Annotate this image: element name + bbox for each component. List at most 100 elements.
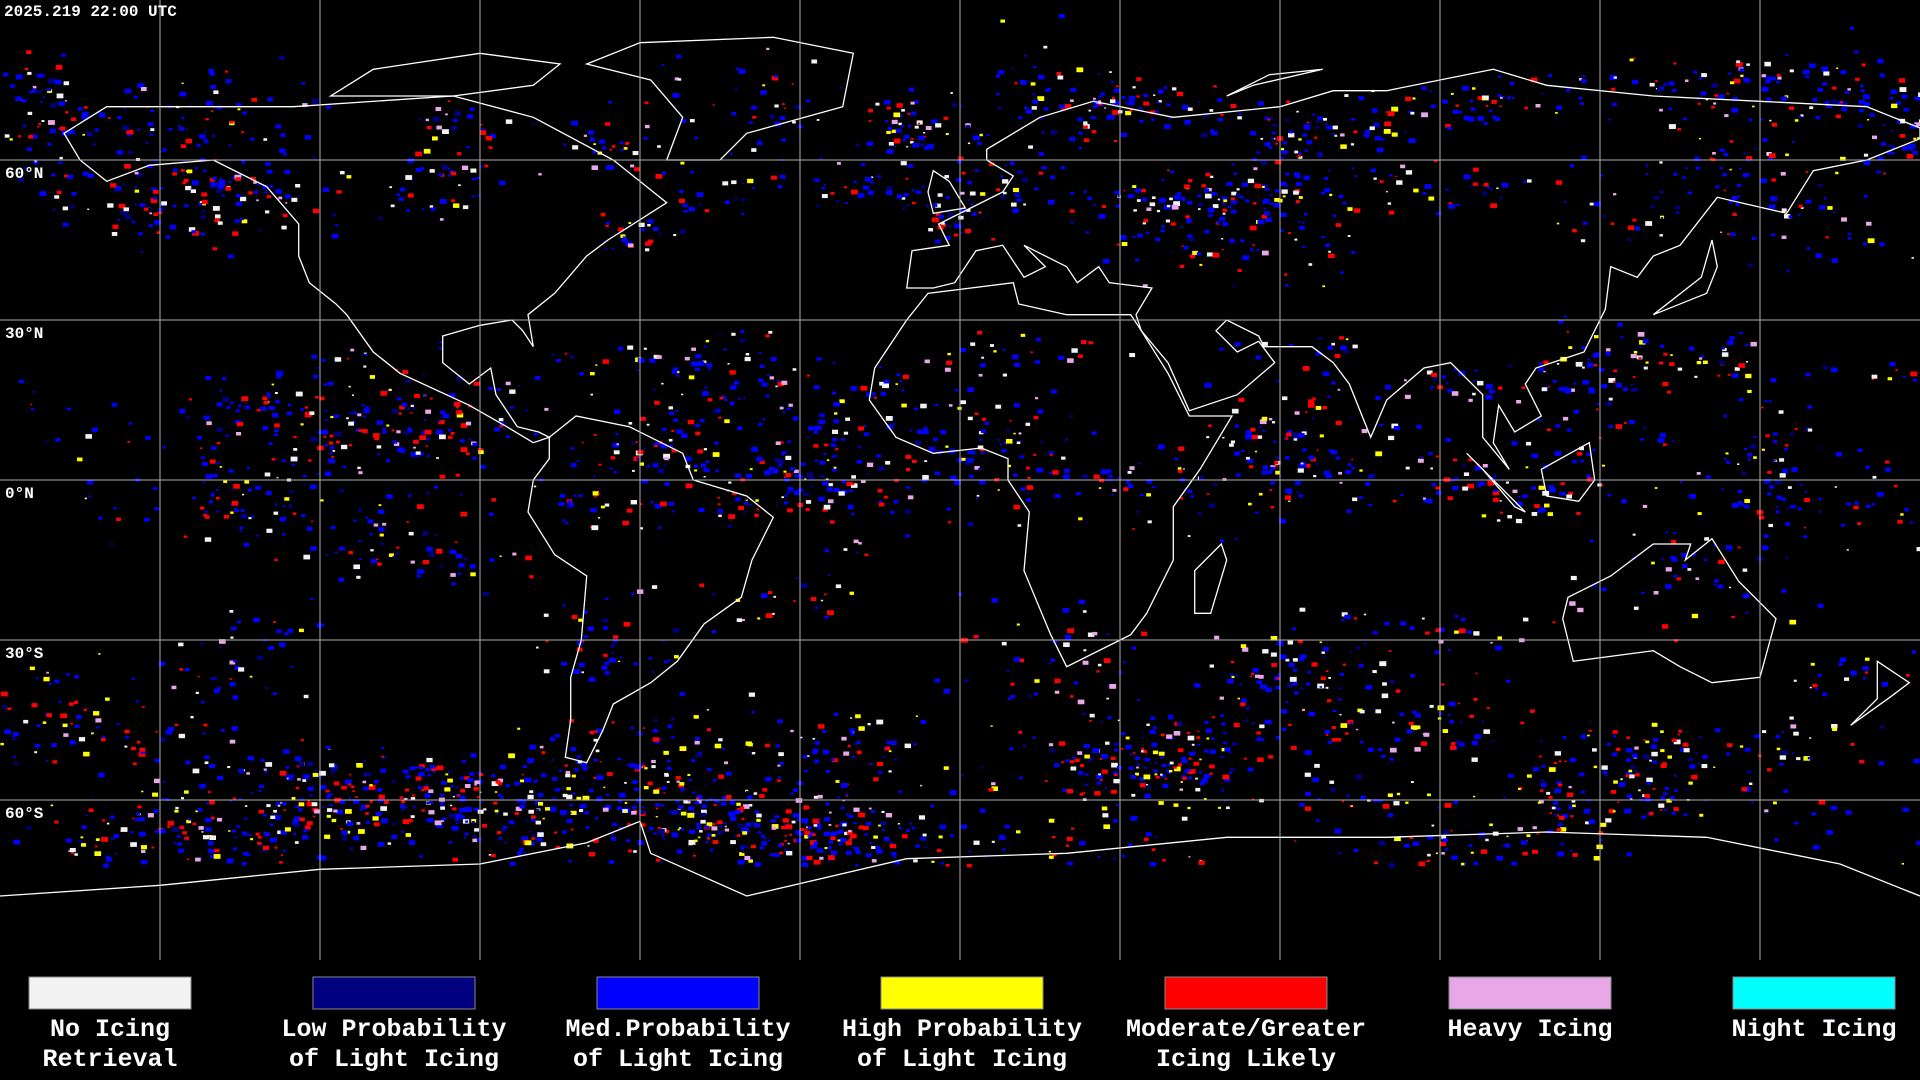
cloud-speck: [94, 851, 102, 856]
cloud-speck: [213, 688, 220, 694]
cloud-speck: [1646, 777, 1653, 783]
cloud-speck: [966, 457, 974, 463]
cloud-speck: [571, 614, 578, 619]
cloud-speck: [1567, 428, 1572, 432]
cloud-speck: [135, 700, 139, 703]
cloud-speck: [1265, 217, 1272, 223]
cloud-speck: [1281, 709, 1288, 714]
cloud-speck: [1568, 346, 1573, 349]
cloud-speck: [1317, 683, 1325, 689]
cloud-speck: [1428, 196, 1435, 201]
cloud-speck: [845, 840, 852, 846]
cloud-speck: [1572, 229, 1577, 233]
cloud-speck: [618, 792, 626, 798]
cloud-speck: [298, 802, 305, 807]
cloud-speck: [244, 817, 248, 820]
cloud-speck: [1016, 191, 1021, 195]
cloud-speck: [1239, 195, 1244, 199]
cloud-speck: [369, 532, 373, 536]
cloud-speck: [657, 829, 665, 834]
cloud-speck: [1028, 145, 1033, 149]
cloud-speck: [828, 855, 835, 860]
cloud-speck: [0, 742, 4, 746]
cloud-speck: [1471, 185, 1474, 187]
cloud-speck: [1113, 779, 1120, 784]
cloud-speck: [699, 583, 705, 587]
cloud-speck: [66, 407, 71, 411]
cloud-speck: [834, 412, 838, 415]
cloud-speck: [776, 504, 779, 507]
cloud-speck: [74, 675, 80, 679]
cloud-speck: [1463, 464, 1466, 467]
cloud-speck: [1427, 853, 1431, 857]
cloud-speck: [282, 533, 286, 536]
cloud-speck: [282, 505, 286, 508]
cloud-speck: [376, 445, 382, 449]
cloud-speck: [922, 429, 929, 435]
cloud-speck: [678, 189, 684, 193]
cloud-speck: [1446, 382, 1449, 385]
cloud-speck: [1274, 189, 1280, 193]
cloud-speck: [1298, 196, 1303, 199]
cloud-speck: [1721, 347, 1725, 350]
cloud-speck: [1107, 716, 1112, 720]
cloud-speck: [1213, 85, 1217, 88]
cloud-speck: [1431, 372, 1438, 377]
legend-label: Low Probability: [281, 1015, 506, 1044]
cloud-speck: [1693, 70, 1698, 74]
cloud-speck: [1687, 191, 1692, 195]
legend-label: Retrieval: [42, 1045, 177, 1074]
cloud-speck: [855, 863, 859, 867]
cloud-speck: [1334, 828, 1342, 834]
cloud-speck: [1069, 760, 1075, 764]
cloud-speck: [1315, 126, 1320, 129]
cloud-speck: [1020, 333, 1026, 337]
cloud-speck: [1179, 788, 1183, 791]
cloud-speck: [1074, 758, 1080, 763]
cloud-speck: [1683, 748, 1690, 753]
cloud-speck: [1315, 406, 1322, 410]
cloud-speck: [1697, 512, 1702, 515]
cloud-speck: [413, 439, 419, 444]
cloud-speck: [1752, 236, 1757, 240]
cloud-speck: [782, 818, 789, 823]
cloud-speck: [1762, 138, 1768, 142]
cloud-speck: [1918, 92, 1920, 97]
cloud-speck: [611, 721, 615, 724]
cloud-speck: [1001, 641, 1007, 646]
cloud-speck: [333, 414, 339, 418]
cloud-speck: [867, 473, 870, 475]
cloud-speck: [1638, 789, 1641, 792]
cloud-speck: [263, 400, 269, 405]
cloud-speck: [671, 510, 675, 513]
cloud-speck: [1649, 82, 1655, 87]
cloud-speck: [1441, 375, 1446, 379]
cloud-speck: [851, 475, 856, 479]
cloud-speck: [1186, 220, 1190, 224]
cloud-speck: [1483, 97, 1487, 100]
cloud-speck: [406, 521, 409, 523]
cloud-speck: [1818, 183, 1823, 188]
cloud-speck: [1859, 108, 1864, 113]
cloud-speck: [1598, 367, 1605, 372]
cloud-speck: [1058, 741, 1066, 746]
cloud-speck: [1134, 188, 1141, 193]
cloud-speck: [905, 454, 912, 459]
cloud-speck: [842, 823, 847, 827]
cloud-speck: [1569, 164, 1574, 168]
cloud-speck: [770, 819, 776, 823]
cloud-speck: [204, 537, 212, 542]
cloud-speck: [803, 755, 806, 757]
cloud-speck: [178, 733, 185, 739]
cloud-speck: [1461, 862, 1465, 866]
cloud-speck: [1554, 751, 1561, 756]
cloud-speck: [1032, 93, 1035, 96]
cloud-speck: [1477, 380, 1484, 386]
cloud-speck: [217, 441, 221, 445]
cloud-speck: [91, 427, 98, 432]
cloud-speck: [127, 150, 133, 155]
cloud-speck: [1078, 517, 1083, 521]
cloud-speck: [832, 758, 838, 763]
cloud-speck: [447, 770, 452, 773]
cloud-speck: [1725, 452, 1729, 455]
